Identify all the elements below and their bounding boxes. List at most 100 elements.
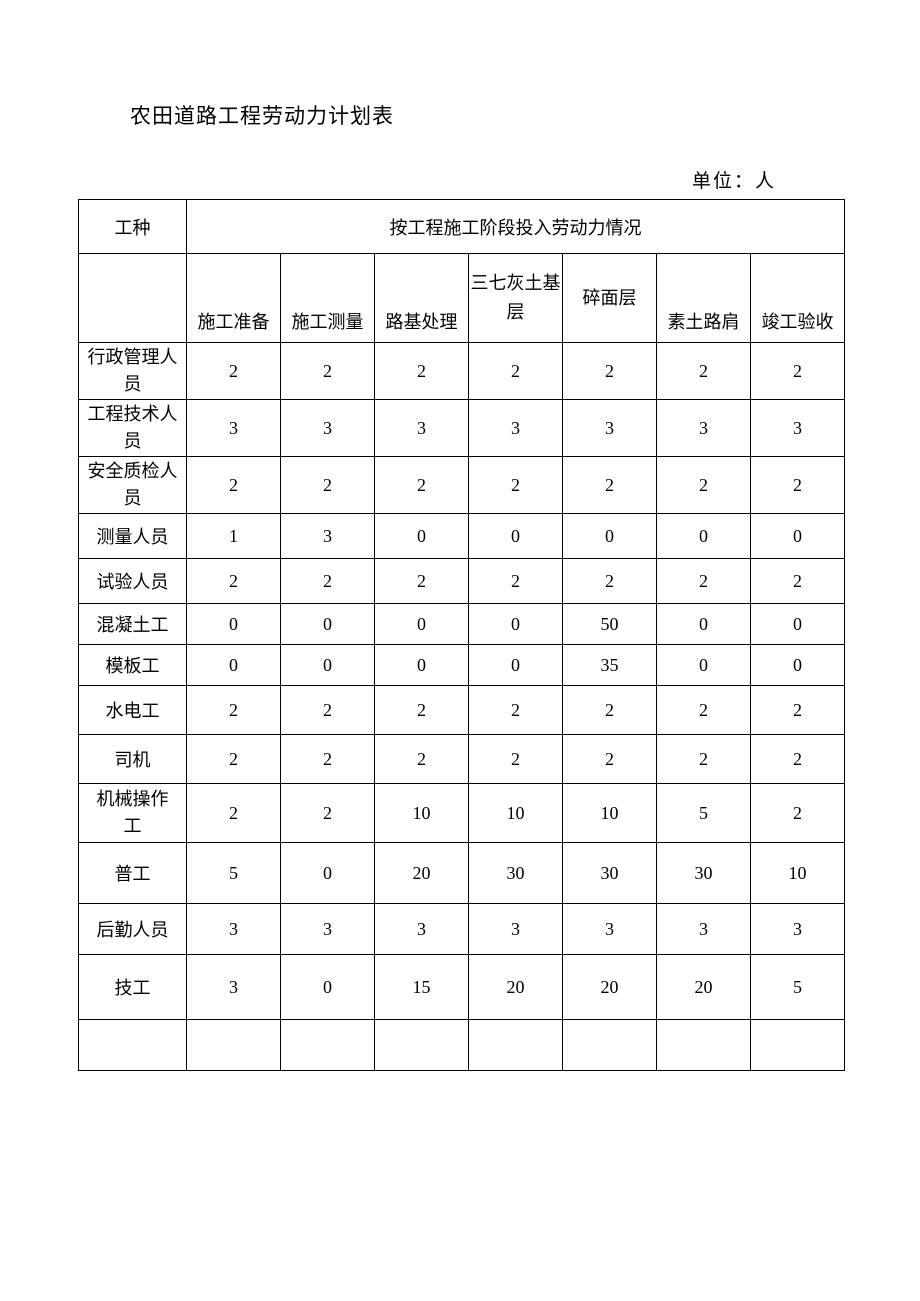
- cell-empty: [187, 1020, 281, 1071]
- cell: 2: [657, 559, 751, 604]
- cell: 2: [281, 735, 375, 784]
- table-row: 模板工 0 0 0 0 35 0 0: [79, 645, 845, 686]
- cell: 2: [469, 343, 563, 400]
- cell-empty: [79, 1020, 187, 1071]
- cell: 0: [469, 645, 563, 686]
- labor-plan-table: 工种 按工程施工阶段投入劳动力情况 施工准备 施工测量 路基处理 三七灰土基层 …: [78, 199, 845, 1071]
- phase-col-6: 竣工验收: [751, 254, 845, 343]
- cell: 2: [375, 457, 469, 514]
- row-label: 安全质检人员: [79, 457, 187, 514]
- cell: 2: [563, 559, 657, 604]
- header-col-phases-merged: 按工程施工阶段投入劳动力情况: [187, 200, 845, 254]
- table-row: 技工 3 0 15 20 20 20 5: [79, 955, 845, 1020]
- table-row: 行政管理人员 2 2 2 2 2 2 2: [79, 343, 845, 400]
- phase-col-3: 三七灰土基层: [469, 254, 563, 343]
- row-label: 水电工: [79, 686, 187, 735]
- cell: 0: [469, 514, 563, 559]
- cell: 2: [281, 784, 375, 843]
- header-blank: [79, 254, 187, 343]
- cell: 3: [657, 904, 751, 955]
- cell: 1: [187, 514, 281, 559]
- cell: 3: [751, 904, 845, 955]
- phase-col-2: 路基处理: [375, 254, 469, 343]
- row-label: 行政管理人员: [79, 343, 187, 400]
- cell: 2: [751, 784, 845, 843]
- cell: 2: [751, 686, 845, 735]
- cell: 5: [657, 784, 751, 843]
- cell: 5: [187, 843, 281, 904]
- page: 农田道路工程劳动力计划表 单位：人 工种 按工程施工阶段投入劳动力情况 施工准备…: [0, 0, 920, 1131]
- phase-col-5: 素土路肩: [657, 254, 751, 343]
- row-label: 机械操作工: [79, 784, 187, 843]
- phase-col-0: 施工准备: [187, 254, 281, 343]
- cell: 3: [563, 400, 657, 457]
- cell: 3: [187, 400, 281, 457]
- cell: 2: [281, 686, 375, 735]
- cell: 2: [375, 559, 469, 604]
- cell: 10: [751, 843, 845, 904]
- cell: 10: [469, 784, 563, 843]
- cell: 2: [281, 559, 375, 604]
- cell: 2: [563, 686, 657, 735]
- cell: 0: [281, 645, 375, 686]
- cell: 2: [657, 686, 751, 735]
- cell: 2: [751, 457, 845, 514]
- row-label: 司机: [79, 735, 187, 784]
- cell: 2: [469, 559, 563, 604]
- cell: 10: [563, 784, 657, 843]
- cell: 0: [281, 955, 375, 1020]
- cell: 2: [563, 735, 657, 784]
- cell: 2: [187, 343, 281, 400]
- cell: 20: [469, 955, 563, 1020]
- unit-label: 单位：人: [78, 166, 776, 193]
- row-label: 后勤人员: [79, 904, 187, 955]
- cell: 2: [751, 559, 845, 604]
- cell-empty: [469, 1020, 563, 1071]
- table-row: 测量人员 1 3 0 0 0 0 0: [79, 514, 845, 559]
- cell: 2: [187, 457, 281, 514]
- cell: 3: [469, 400, 563, 457]
- phase-col-4: 碎面层: [563, 254, 657, 343]
- cell: 0: [187, 604, 281, 645]
- table-row: 混凝土工 0 0 0 0 50 0 0: [79, 604, 845, 645]
- cell: 2: [469, 686, 563, 735]
- cell-empty: [281, 1020, 375, 1071]
- cell: 0: [375, 604, 469, 645]
- cell: 2: [469, 735, 563, 784]
- cell: 2: [751, 735, 845, 784]
- header-row-top: 工种 按工程施工阶段投入劳动力情况: [79, 200, 845, 254]
- cell: 3: [469, 904, 563, 955]
- cell: 2: [657, 457, 751, 514]
- cell: 2: [657, 343, 751, 400]
- cell: 3: [281, 514, 375, 559]
- cell: 0: [751, 604, 845, 645]
- cell: 5: [751, 955, 845, 1020]
- cell: 2: [563, 457, 657, 514]
- cell: 3: [187, 904, 281, 955]
- cell: 2: [469, 457, 563, 514]
- table-row: 工程技术人员 3 3 3 3 3 3 3: [79, 400, 845, 457]
- cell: 2: [375, 735, 469, 784]
- cell: 20: [375, 843, 469, 904]
- cell: 30: [657, 843, 751, 904]
- cell: 0: [281, 843, 375, 904]
- cell: 2: [563, 343, 657, 400]
- cell: 3: [375, 904, 469, 955]
- cell: 2: [751, 343, 845, 400]
- table-row: 后勤人员 3 3 3 3 3 3 3: [79, 904, 845, 955]
- table-row: 司机 2 2 2 2 2 2 2: [79, 735, 845, 784]
- table-row: 安全质检人员 2 2 2 2 2 2 2: [79, 457, 845, 514]
- cell: 0: [375, 514, 469, 559]
- cell: 2: [375, 686, 469, 735]
- cell: 15: [375, 955, 469, 1020]
- cell: 0: [657, 514, 751, 559]
- cell: 3: [187, 955, 281, 1020]
- phase-col-1: 施工测量: [281, 254, 375, 343]
- table-row: 机械操作工 2 2 10 10 10 5 2: [79, 784, 845, 843]
- cell: 2: [375, 343, 469, 400]
- table-row: 普工 5 0 20 30 30 30 10: [79, 843, 845, 904]
- row-label: 普工: [79, 843, 187, 904]
- cell: 3: [281, 904, 375, 955]
- cell: 30: [563, 843, 657, 904]
- cell: 0: [469, 604, 563, 645]
